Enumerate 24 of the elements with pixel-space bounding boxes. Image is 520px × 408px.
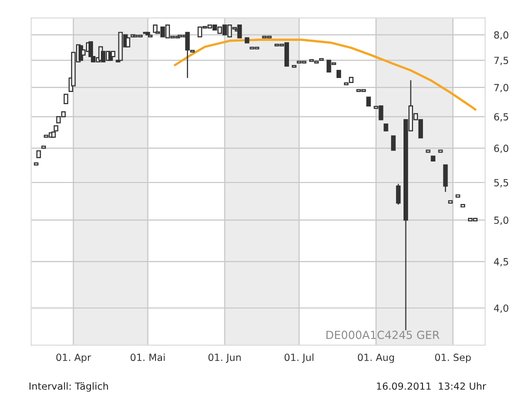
y-tick-label: 7,0 [494,84,508,92]
text: Intervall: Täglich [30,382,108,392]
y-tick-label: 7,5 [494,56,508,66]
x-tick-label: 01. Apr [56,354,92,363]
x-tick-label: 01. Mai [130,354,165,362]
y-tick-label: 5,0 [494,216,508,225]
y-tick-label: 8,0 [494,31,508,40]
candlestick [396,183,401,206]
y-tick-label: 4,0 [494,304,508,313]
candlestick [443,164,448,192]
line-series [174,38,476,111]
text: 16.09.2011 [377,382,431,390]
x-tick-label: 01. Jul [284,354,314,363]
y-tick-label: 6,0 [494,144,508,154]
x-tick-label: 01. Aug [358,354,394,363]
x-tick-label: 01. Sep [435,354,471,363]
y-tick-label: 5,5 [494,179,508,188]
text: 13:42 Uhr [438,382,486,390]
annotation: DE000A1C4245 GER [326,330,440,340]
y-tick-label: 6,5 [494,113,508,122]
x-tick-label: 01. Jun [208,354,241,363]
candlestick [64,94,68,104]
y-tick-label: 4,5 [494,258,508,266]
candlestick [391,135,396,151]
